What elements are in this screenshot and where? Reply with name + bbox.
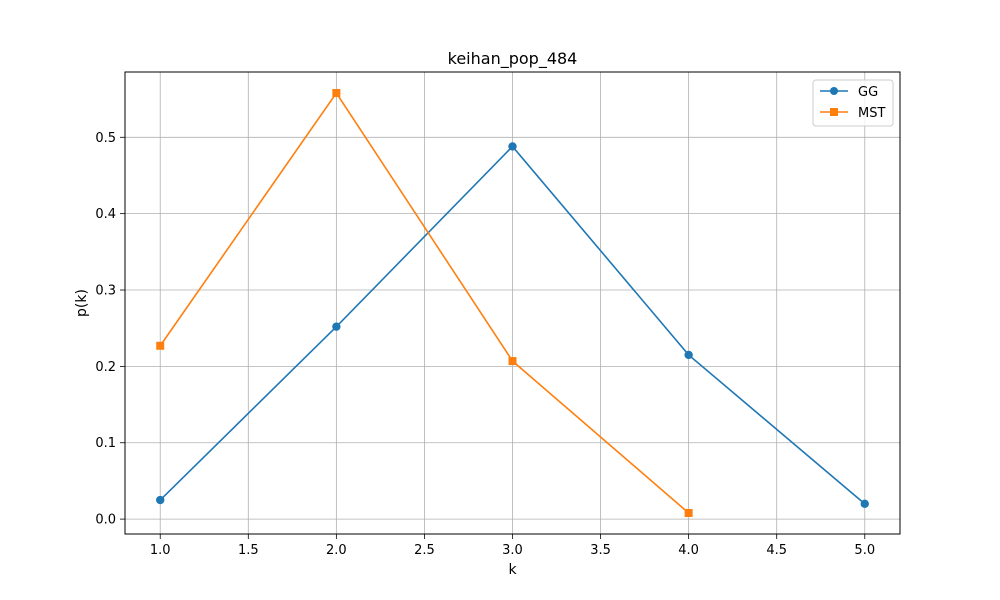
legend-label-mst: MST (858, 106, 885, 121)
y-tick-label: 0.4 (95, 207, 116, 222)
x-tick-label: 4.5 (766, 543, 787, 558)
data-point-gg (860, 499, 869, 509)
legend-label-gg: GG (858, 85, 878, 100)
x-tick-label: 3.5 (590, 543, 611, 558)
y-axis-title: p(k) (74, 289, 90, 317)
grid (125, 72, 900, 534)
y-tick-label: 0.3 (95, 284, 116, 299)
data-point-mst (508, 357, 517, 366)
x-tick-label: 1.0 (150, 543, 171, 558)
x-tick-label: 1.5 (238, 543, 259, 558)
legend-marker-mst (830, 108, 838, 116)
x-tick-label: 2.0 (326, 543, 347, 558)
data-point-gg (156, 495, 165, 505)
x-tick-label: 2.5 (414, 543, 435, 558)
axis-ticks: 1.0 1.5 2.0 2.5 3.0 3.5 4.0 4.5 5.0 0.0 0.1 0.2 0.3 0… (95, 131, 875, 558)
data-point-gg (684, 350, 693, 360)
data-point-mst (156, 341, 165, 350)
series-mst (156, 89, 693, 517)
data-point-mst (684, 509, 693, 517)
x-axis-title: k (508, 562, 517, 578)
x-tick-label: 4.0 (678, 543, 699, 558)
x-tick-label: 3.0 (502, 543, 523, 558)
x-tick-label: 5.0 (854, 543, 875, 558)
data-point-gg (332, 322, 341, 331)
y-tick-label: 0.2 (95, 360, 116, 375)
y-tick-label: 0.5 (95, 131, 116, 146)
y-tick-label: 0.1 (95, 436, 116, 451)
series-layer (156, 89, 869, 517)
y-tick-label: 0.0 (95, 513, 116, 528)
data-point-gg (508, 142, 517, 151)
data-point-mst (332, 89, 341, 97)
series-gg (156, 142, 869, 509)
chart-title: keihan_pop_484 (448, 49, 578, 69)
legend-marker-gg (830, 87, 838, 95)
series-line-mst (159, 91, 690, 514)
legend: GG MST (812, 79, 894, 127)
